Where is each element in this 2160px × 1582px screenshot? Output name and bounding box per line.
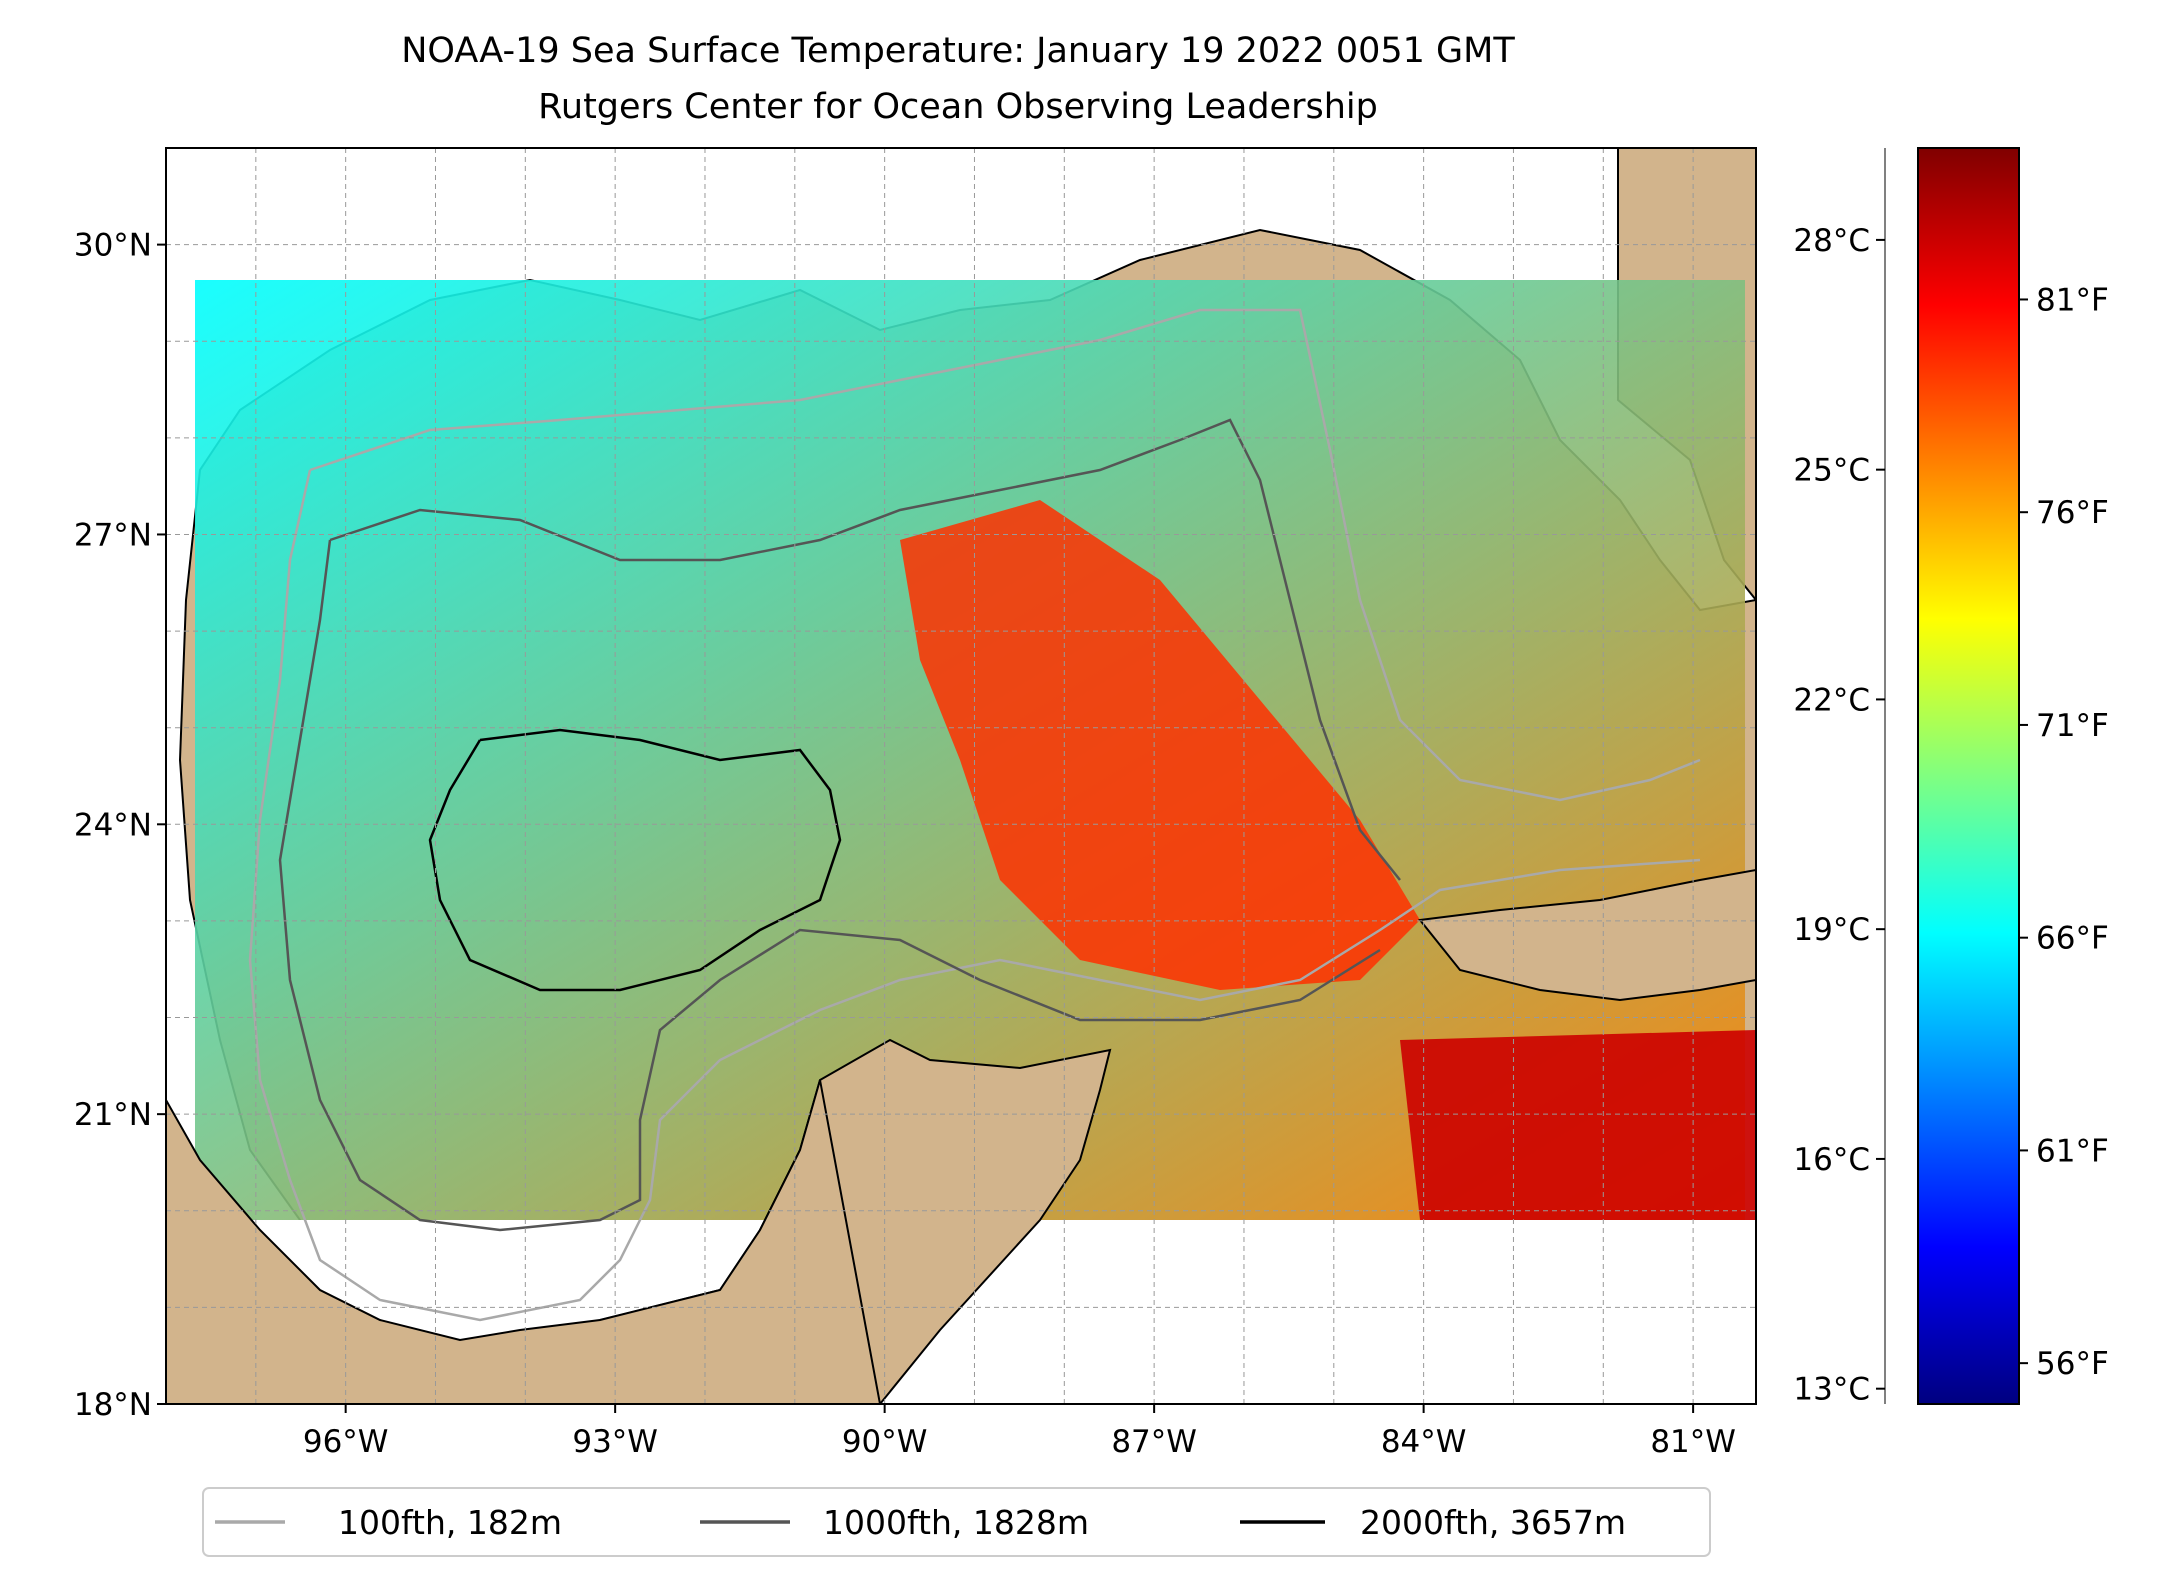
lat-tick-label: 21°N [74,1097,152,1133]
fahrenheit-tick-label: 71°F [2036,708,2109,744]
fahrenheit-tick-label: 76°F [2036,495,2109,531]
colorbar-bar [1917,147,2020,1405]
legend-label-1000fth: 1000fth, 1828m [823,1503,1089,1542]
celsius-tick-label: 22°C [1793,682,1870,718]
mexico-land [166,1079,882,1404]
fahrenheit-tick-label: 66°F [2036,921,2109,957]
fahrenheit-tick-label: 56°F [2036,1346,2109,1382]
lon-tick-label: 90°W [842,1424,928,1460]
lat-tick-label: 24°N [74,807,152,843]
celsius-tick-label: 25°C [1793,453,1870,489]
legend: 100fth, 182m 1000fth, 1828m 2000fth, 365… [202,1487,1711,1557]
celsius-tick-label: 19°C [1793,912,1870,948]
celsius-tick-label: 28°C [1793,223,1870,259]
contour-2000fth [428,728,842,992]
colorbar-fahrenheit-axis: 81°F 76°F 71°F 66°F 61°F 56°F [2019,282,2109,1382]
colorbar-celsius-axis: 28°C 25°C 22°C 19°C 16°C 13°C [1793,223,1885,1408]
chart-title: NOAA-19 Sea Surface Temperature: January… [401,31,1515,71]
lat-axis: 30°N 27°N 24°N 21°N 18°N [74,228,166,1423]
fahrenheit-tick-label: 81°F [2036,282,2109,318]
legend-label-100fth: 100fth, 182m [338,1503,562,1542]
legend-label-2000fth: 2000fth, 3657m [1360,1503,1626,1542]
celsius-tick-label: 16°C [1793,1142,1870,1178]
lon-tick-label: 87°W [1111,1424,1197,1460]
colorbar: 28°C 25°C 22°C 19°C 16°C 13°C 81°F 76°F 71°F 66°… [1793,147,2109,1408]
sst-warm-core [900,500,1420,990]
lat-tick-label: 30°N [74,228,152,264]
chart-subtitle: Rutgers Center for Ocean Observing Leade… [538,87,1378,127]
contour-100fth [248,308,1701,1322]
gridlines [166,148,1756,1404]
lon-tick-label: 93°W [572,1424,658,1460]
lat-tick-label: 18°N [74,1387,152,1423]
lon-tick-label: 84°W [1381,1424,1467,1460]
fahrenheit-tick-label: 61°F [2036,1133,2109,1169]
map-frame [165,147,1757,1405]
celsius-tick-label: 13°C [1793,1372,1870,1408]
lon-axis: 96°W 93°W 90°W 87°W 84°W 81°W [303,1404,1736,1460]
cuba-land [1418,868,1756,1002]
legend-frame [202,1487,1711,1557]
map-panel [166,148,1756,1404]
lon-tick-label: 81°W [1650,1424,1736,1460]
lat-tick-label: 27°N [74,517,152,553]
contour-1000fth [278,418,1401,1232]
lon-tick-label: 96°W [303,1424,389,1460]
sst-caribbean-hot [1400,1030,1756,1220]
